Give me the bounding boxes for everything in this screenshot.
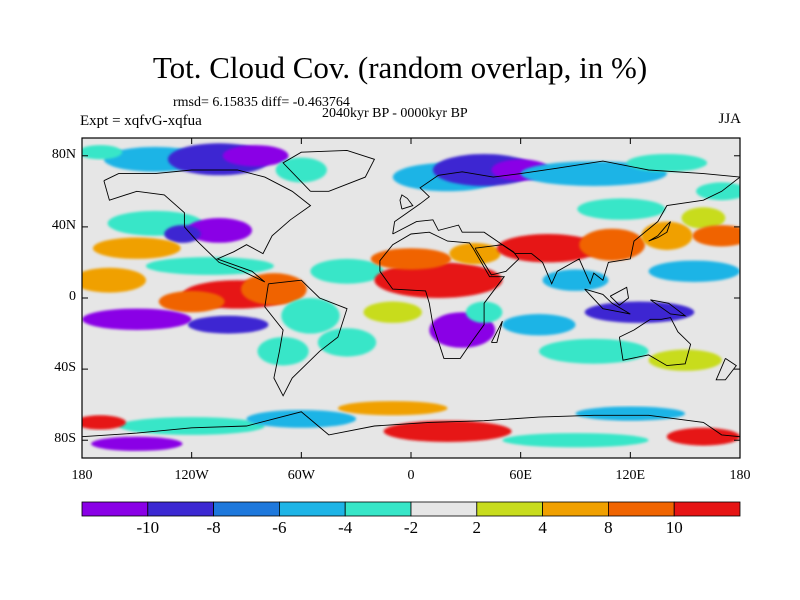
lat-tick-label: 80S (54, 431, 76, 447)
anomaly-region (92, 237, 181, 259)
rmsd-diff-stats: rmsd= 6.15835 diff= -0.463764 (173, 95, 350, 110)
anomaly-region (337, 401, 448, 416)
anomaly-region (383, 420, 512, 442)
anomaly-region (692, 225, 740, 247)
anomaly-region (257, 337, 309, 366)
colorbar-swatch (147, 501, 215, 517)
anomaly-region (666, 427, 740, 446)
anomaly-region (641, 221, 693, 250)
anomaly-region (542, 269, 609, 291)
anomaly-region (188, 315, 269, 334)
colorbar-label: 8 (604, 518, 613, 537)
colorbar-swatch (673, 501, 741, 517)
lon-tick-label: 0 (407, 468, 415, 483)
coastline-japan (648, 221, 671, 242)
anomaly-region (449, 242, 501, 265)
lon-tick-label: 60E (509, 468, 532, 483)
anomaly-region (91, 436, 183, 451)
coastline-africa (379, 231, 506, 359)
coastline-eurasia (392, 160, 740, 286)
colorbar-swatch (213, 501, 280, 517)
anomaly-field (82, 143, 740, 451)
anomaly-region (681, 207, 726, 229)
anomaly-region (281, 298, 340, 334)
anomaly-region (696, 182, 740, 201)
lon-tick-label: 60W (287, 468, 315, 483)
colorbar-swatch (608, 501, 675, 517)
colorbar-swatch (410, 501, 478, 517)
lon-tick-label: 180 (729, 468, 751, 483)
anomaly-region (648, 349, 722, 371)
coastline-antarctica (82, 411, 740, 438)
colorbar-swatch (278, 501, 346, 517)
anomaly-region (579, 228, 645, 261)
colorbar-label: -4 (338, 518, 353, 537)
lat-tick-label: 40N (51, 217, 76, 233)
colorbar-label: 10 (665, 518, 683, 537)
anomaly-region (496, 234, 600, 263)
anomaly-region (577, 198, 666, 220)
anomaly-region (82, 267, 146, 293)
anomaly-region (648, 260, 740, 282)
colorbar (81, 501, 741, 517)
colorbar-swatch (81, 501, 149, 517)
colorbar-label: 4 (538, 518, 547, 537)
anomaly-region (520, 161, 667, 187)
anomaly-region (370, 248, 452, 270)
coastline-madagascar (491, 320, 503, 343)
anomaly-region (158, 290, 225, 313)
coastline-indonesia (584, 288, 631, 315)
coastline-arabia (474, 244, 520, 276)
colorbar-swatch (476, 501, 543, 517)
anomaly-region (145, 257, 274, 275)
anomaly-region (186, 218, 253, 243)
time-period-label: 2040kyr BP - 0000kyr BP (322, 106, 468, 121)
anomaly-region (317, 328, 377, 357)
lon-tick-label: 120E (615, 468, 646, 483)
colorbar-label: 2 (472, 518, 482, 537)
map-title: Tot. Cloud Cov. (random overlap, in %) (152, 50, 648, 85)
colorbar-label: -10 (136, 518, 160, 537)
coastline-south-america (264, 279, 348, 397)
experiment-label: Expt = xqfvG-xqfua (80, 113, 202, 129)
anomaly-region (275, 157, 327, 183)
lat-tick-label: 80N (51, 146, 76, 162)
coastline-new-guinea (650, 299, 687, 317)
anomaly-region (539, 338, 649, 364)
anomaly-region (374, 262, 503, 299)
coastline-north-america (103, 169, 312, 283)
anomaly-region (502, 433, 649, 448)
colorbar-swatch (344, 501, 412, 517)
coastline-greenland (282, 149, 376, 192)
anomaly-region (246, 410, 357, 428)
anomaly-region (575, 406, 686, 421)
coastline-borneo (609, 286, 629, 306)
anomaly-region (222, 145, 289, 167)
lat-tick-label: 0 (69, 289, 76, 304)
anomaly-region (82, 308, 192, 330)
lat-tick-label: 40S (54, 360, 76, 376)
anomaly-region (584, 301, 695, 323)
coastline-uk (399, 194, 414, 210)
coastline-australia (618, 317, 692, 367)
season-label: JJA (718, 111, 741, 127)
anomaly-region (118, 417, 265, 435)
colorbar-swatch (542, 501, 609, 517)
coastline-new-zealand (715, 358, 737, 381)
coastlines (82, 149, 740, 438)
anomaly-region (502, 314, 576, 336)
colorbar-label: -8 (206, 518, 221, 537)
anomaly-region (363, 301, 422, 323)
anomaly-region (626, 154, 708, 172)
anomaly-region (82, 145, 123, 160)
anomaly-region (310, 258, 384, 284)
anomaly-region (164, 225, 201, 243)
colorbar-label: -2 (403, 518, 419, 537)
lon-tick-label: 180 (71, 468, 93, 483)
anomaly-region (82, 415, 126, 430)
colorbar-label: -6 (272, 518, 287, 537)
lon-tick-label: 120W (174, 468, 209, 483)
axis-ticks (81, 138, 741, 458)
